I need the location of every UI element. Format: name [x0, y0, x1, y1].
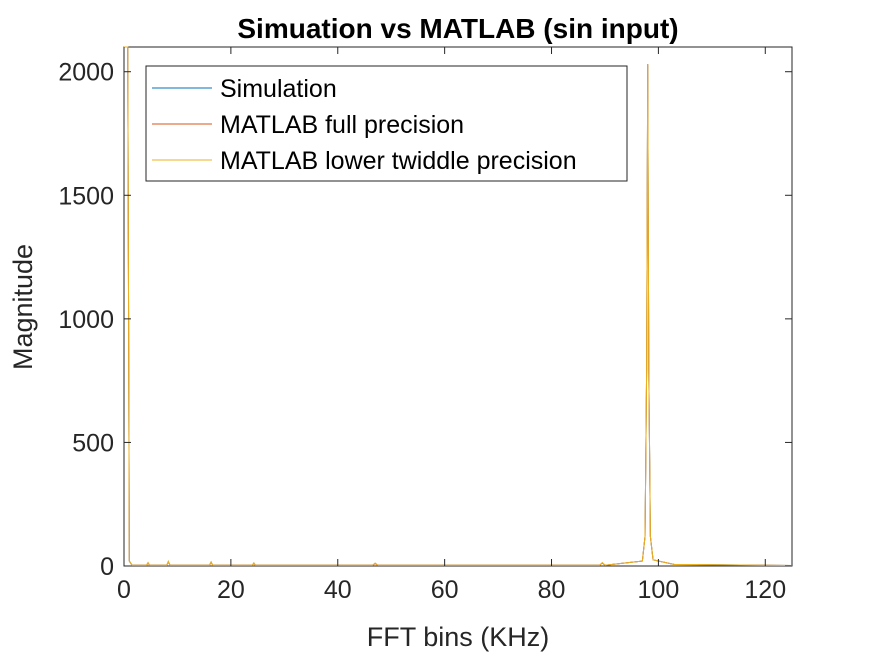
x-tick-label: 120	[744, 576, 786, 604]
x-tick-label: 0	[117, 576, 131, 604]
y-tick-label: 0	[100, 553, 114, 581]
series-layer	[124, 46, 793, 567]
x-tick-label: 100	[638, 576, 680, 604]
chart-title: Simuation vs MATLAB (sin input)	[237, 13, 678, 44]
y-tick-label: 500	[72, 429, 114, 457]
y-tick-label: 1500	[58, 182, 114, 210]
x-tick-label: 60	[431, 576, 459, 604]
y-tick-label: 1000	[58, 306, 114, 334]
y-tick-label: 2000	[58, 59, 114, 87]
legend-label-3: MATLAB lower twiddle precision	[220, 147, 577, 175]
x-tick-labels: 0 20 40 60 80 100 120	[117, 576, 786, 604]
x-tick-label: 20	[217, 576, 245, 604]
legend-label-2: MATLAB full precision	[220, 111, 464, 139]
series-line-3	[124, 46, 793, 567]
legend: Simulation MATLAB full precision MATLAB lo…	[145, 65, 628, 182]
x-tick-label: 40	[324, 576, 352, 604]
x-tick-label: 80	[538, 576, 566, 604]
legend-label-1: Simulation	[220, 75, 337, 103]
legend-box	[145, 65, 628, 182]
y-axis-label: Magnitude	[8, 244, 38, 370]
y-tick-labels: 0 500 1000 1500 2000	[58, 59, 114, 581]
ticks-layer	[123, 47, 792, 567]
x-axis-label: FFT bins (KHz)	[367, 622, 550, 652]
